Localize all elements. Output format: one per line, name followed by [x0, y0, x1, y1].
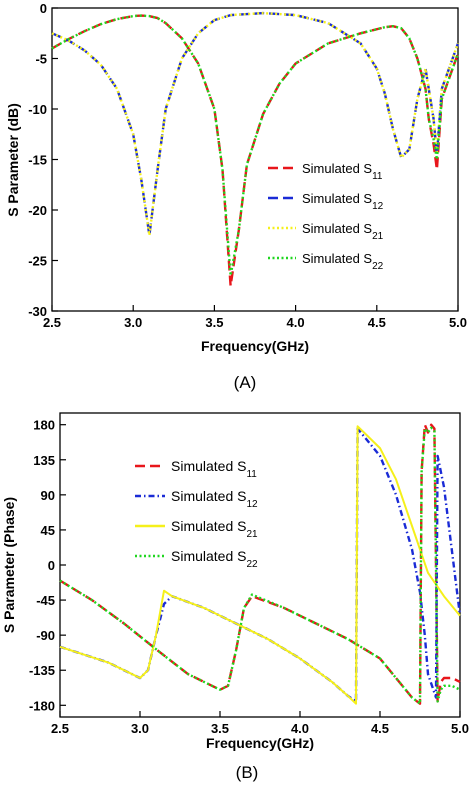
legend-subscript: 11 [372, 171, 383, 182]
panel-b: 2.5 3.0 3.5 4.0 4.5 5.0 180 135 90 45 0 -45 -90 -135 -… [1, 412, 469, 782]
x-tick-label: 5.0 [451, 721, 469, 736]
legend-subscript: 21 [372, 231, 384, 242]
x-tick-label: 5.0 [449, 315, 467, 330]
y-tick-label: -10 [28, 102, 47, 117]
x-tick-label: 3.5 [205, 315, 223, 330]
y-tick-label: -5 [35, 52, 47, 67]
x-axis-label-b: Frequency(GHz) [206, 735, 314, 751]
panel-a: 2.5 3.0 3.5 4.0 4.5 5.00-5-10-15-20-25-30 Sim… [5, 1, 467, 392]
legend-subscript: 11 [246, 469, 257, 480]
legend-subscript: 12 [372, 201, 384, 212]
axis-ticks-a: 2.5 3.0 3.5 4.0 4.5 5.0 0 -5 -10 -15 -20 -25 -30 [28, 1, 467, 330]
legend-subscript: 21 [246, 529, 258, 540]
y-tick-label: 45 [41, 523, 55, 538]
y-tick-label: 0 [48, 558, 55, 573]
plot-area-a [51, 7, 459, 312]
y-tick-label: 135 [33, 453, 55, 468]
series-group-a [51, 11, 460, 287]
y-axis-label-b: S Parameter (Phase) [1, 497, 17, 633]
x-tick-label: 4.0 [291, 721, 309, 736]
series-line-s22 [51, 14, 460, 277]
axis-ticks-b: 2.5 3.0 3.5 4.0 4.5 5.0 180 135 90 45 0 -45 -90 -135 -… [29, 418, 469, 736]
x-axis-label-a: Frequency(GHz) [201, 338, 309, 354]
y-tick-label: -135 [29, 663, 55, 678]
plot-area-b [59, 412, 461, 718]
x-tick-label: 3.5 [211, 721, 229, 736]
x-tick-label: 4.5 [368, 315, 386, 330]
y-tick-label: 0 [40, 1, 47, 16]
x-tick-label: 4.0 [287, 315, 305, 330]
y-tick-label: -30 [28, 304, 47, 319]
x-tick-label: 2.5 [43, 315, 61, 330]
legend-subscript: 12 [246, 499, 258, 510]
series-group-b [59, 423, 462, 705]
y-tick-label: -15 [28, 153, 47, 168]
x-tick-label: 3.0 [131, 721, 149, 736]
caption-b: (B) [236, 763, 259, 782]
series-line-s21 [51, 11, 460, 237]
y-tick-label: -25 [28, 254, 47, 269]
y-tick-label: 90 [41, 488, 55, 503]
series-line-s22 [59, 426, 461, 705]
y-tick-label: -20 [28, 203, 47, 218]
y-tick-label: -90 [36, 628, 55, 643]
y-tick-label: -45 [36, 593, 55, 608]
x-tick-label: 2.5 [51, 721, 69, 736]
caption-a: (A) [234, 373, 257, 392]
y-axis-label-a: S Parameter (dB) [5, 103, 21, 217]
legend-subscript: 22 [246, 559, 258, 570]
x-tick-label: 3.0 [124, 315, 142, 330]
y-tick-label: 180 [33, 418, 55, 433]
series-line-s21 [59, 425, 461, 705]
x-tick-label: 4.5 [371, 721, 389, 736]
legend-subscript: 22 [372, 261, 384, 272]
y-tick-label: -180 [29, 698, 55, 713]
